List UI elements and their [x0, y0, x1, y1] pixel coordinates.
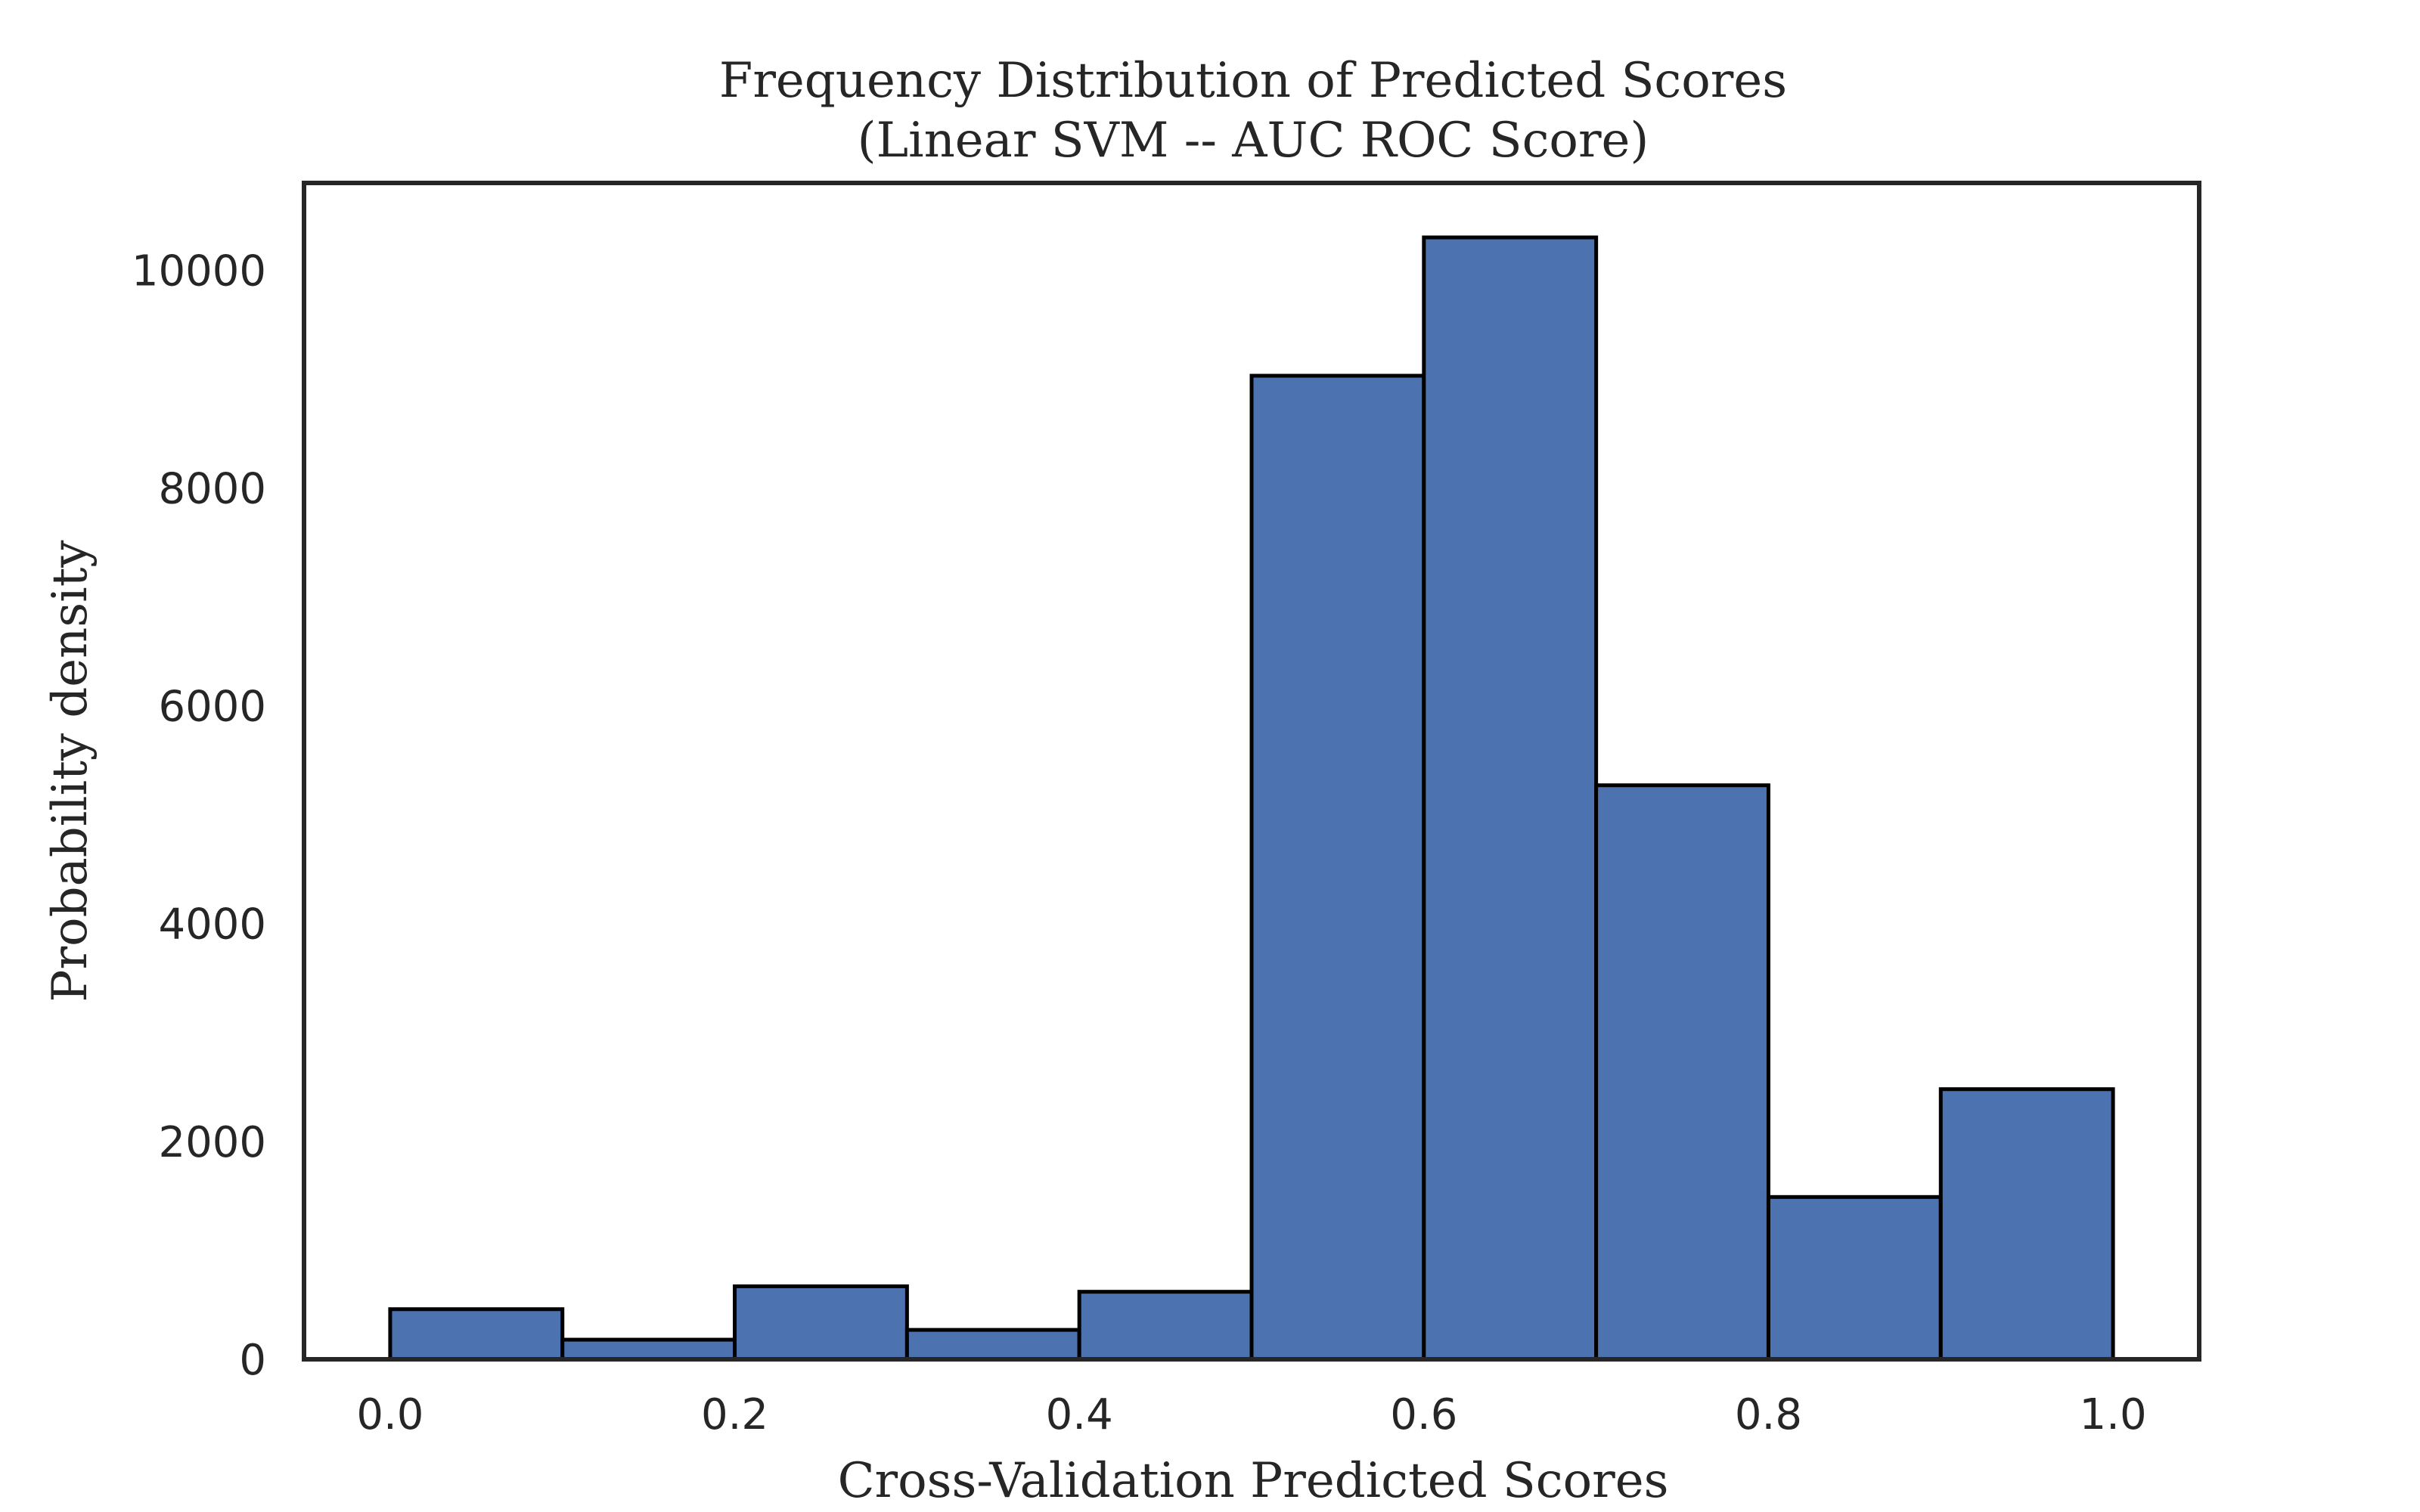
y-axis-label: Probability density: [42, 540, 98, 1002]
bars-group: [388, 235, 2115, 1362]
chart-subtitle: (Linear SVM -- AUC ROC Score): [858, 113, 1649, 169]
y-tick-label: 8000: [158, 464, 266, 513]
chart-title: Frequency Distribution of Predicted Scor…: [719, 53, 1787, 109]
x-tick-label: 0.6: [1390, 1390, 1457, 1439]
histogram-bar: [1422, 235, 1599, 1362]
x-axis-label: Cross-Validation Predicted Scores: [838, 1453, 1669, 1509]
histogram-bar: [733, 1284, 909, 1362]
y-tick-label: 0: [239, 1336, 266, 1385]
y-axis-ticks: 0 2000 4000 6000 8000 10000: [132, 246, 266, 1385]
histogram-bar: [904, 1328, 1081, 1362]
x-tick-label: 0.4: [1046, 1390, 1113, 1439]
x-tick-label: 1.0: [2080, 1390, 2147, 1439]
y-tick-label: 10000: [132, 246, 266, 296]
histogram-bar: [1938, 1087, 2115, 1362]
histogram-bar: [560, 1337, 737, 1362]
y-tick-label: 4000: [158, 900, 266, 950]
histogram-bar: [388, 1307, 565, 1362]
y-tick-label: 2000: [158, 1118, 266, 1167]
x-tick-label: 0.2: [701, 1390, 768, 1439]
y-tick-label: 6000: [158, 683, 266, 732]
histogram-bar: [1766, 1194, 1943, 1362]
histogram-bar: [1594, 783, 1770, 1362]
histogram-bar: [1077, 1290, 1254, 1362]
x-tick-label: 0.8: [1735, 1390, 1802, 1439]
plot-frame: [302, 181, 2201, 1362]
histogram-bar: [1249, 373, 1426, 1362]
x-axis-ticks: 0.0 0.2 0.4 0.6 0.8 1.0: [356, 1390, 2146, 1439]
x-tick-label: 0.0: [356, 1390, 424, 1439]
